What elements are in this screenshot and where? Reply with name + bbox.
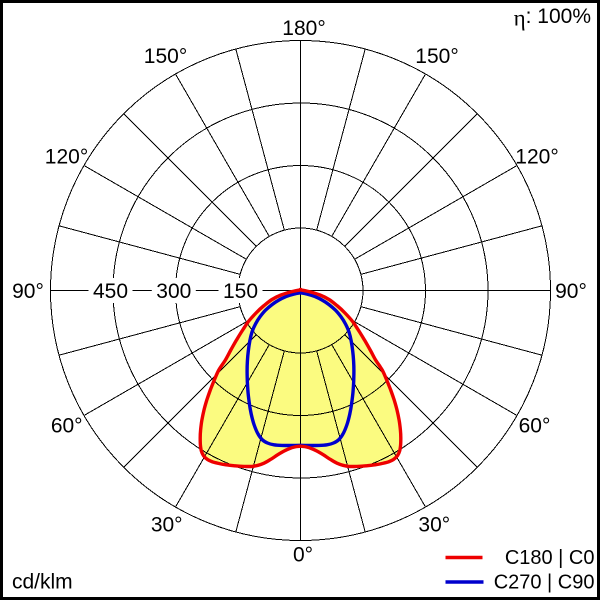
svg-text:60°: 60° [51,415,83,438]
svg-text:450: 450 [93,280,128,303]
svg-text:30°: 30° [151,514,183,537]
svg-text:cd/klm: cd/klm [12,571,73,594]
svg-text:150°: 150° [144,45,187,68]
svg-text:120°: 120° [515,146,558,169]
svg-text:C180 | C0: C180 | C0 [505,547,595,569]
svg-text:90°: 90° [12,280,44,303]
svg-text:300: 300 [156,280,191,303]
svg-text:60°: 60° [519,415,551,438]
svg-text:30°: 30° [418,514,450,537]
svg-text:η: 100%: η: 100% [514,5,591,31]
svg-text:C270 | C90: C270 | C90 [494,572,595,594]
svg-text:150°: 150° [415,45,458,68]
svg-text:90°: 90° [555,280,587,303]
svg-text:120°: 120° [45,146,88,169]
svg-text:0°: 0° [293,544,313,567]
svg-text:150: 150 [223,280,258,303]
svg-text:180°: 180° [282,17,325,40]
